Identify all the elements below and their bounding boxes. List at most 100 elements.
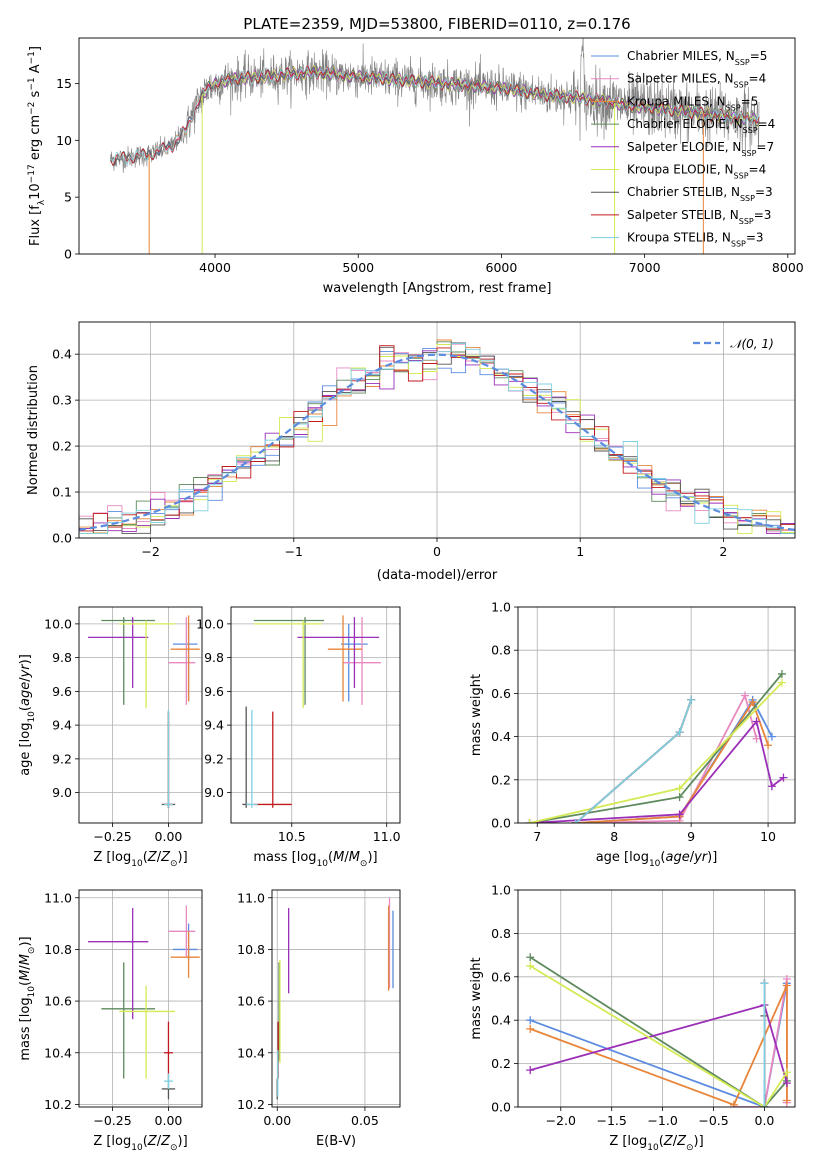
x-axis-label: Z [log10(Z/Z⊙)] bbox=[609, 1134, 703, 1153]
panel-age-weight: 7 8 9 10 0.0 0.2 0.4 0.6 0.8 1.0 age [log10(age/yr… bbox=[469, 600, 796, 869]
panel-z-mass: −0.25 0.00 10.2 10.4 10.6 10.8 11.0 Z [log10(Z/… bbox=[18, 889, 203, 1153]
x-tick-label: 4000 bbox=[199, 260, 231, 275]
weight-marker bbox=[571, 819, 580, 823]
weight-line bbox=[529, 985, 788, 1106]
axes-frame bbox=[78, 606, 203, 824]
y-tick-label: 10.2 bbox=[237, 1097, 265, 1112]
weight-marker bbox=[675, 784, 684, 793]
y-tick-label: 10.4 bbox=[237, 1045, 265, 1060]
model-spectrum bbox=[110, 65, 760, 166]
y-tick-label: 0.6 bbox=[491, 686, 511, 701]
panel-z-age: −0.25 0.00 9.0 9.2 9.4 9.6 9.8 10.0 Z [log10(Z/Z… bbox=[18, 606, 203, 869]
x-axis-label: age [log10(age/yr)] bbox=[596, 850, 718, 869]
y-tick-label: 9.2 bbox=[52, 751, 72, 766]
legend-label: Kroupa STELIB, NSSP=3 bbox=[627, 231, 764, 249]
panel-residuals: −2 −1 0 1 2 0.0 0.1 0.2 0.3 0.4 (data-model)/error… bbox=[26, 321, 796, 583]
x-tick-label: −2.0 bbox=[546, 1113, 576, 1128]
x-tick-label: 7 bbox=[533, 829, 541, 844]
x-tick-label: 8000 bbox=[772, 260, 804, 275]
weight-marker bbox=[782, 981, 791, 990]
weight-line bbox=[575, 693, 758, 823]
x-axis-label: wavelength [Angstrom, rest frame] bbox=[323, 281, 552, 296]
y-axis-label: Flux [fλ10−17 erg cm−2 s−1 A−1] bbox=[27, 46, 47, 246]
y-tick-label: 10.6 bbox=[44, 994, 72, 1009]
weight-marker bbox=[779, 773, 788, 782]
weight-marker bbox=[767, 732, 776, 741]
plot-area-spectrum bbox=[110, 38, 760, 254]
weight-marker bbox=[526, 1016, 535, 1025]
legend-label: Salpeter STELIB, NSSP=3 bbox=[627, 208, 771, 226]
y-tick-label: 9.8 bbox=[204, 650, 224, 665]
y-tick-label: 10.0 bbox=[196, 616, 224, 631]
x-tick-label: 0.0 bbox=[755, 1113, 775, 1128]
x-axis-label: Z [log10(Z/Z⊙)] bbox=[93, 850, 187, 869]
weight-marker bbox=[675, 810, 684, 819]
y-axis-label: Normed distribution bbox=[26, 365, 41, 495]
weight-marker bbox=[777, 669, 786, 678]
x-axis-label: E(B-V) bbox=[316, 1134, 356, 1149]
y-axis-label: age [log10(age/yr)] bbox=[18, 654, 37, 776]
panel-z-weight: −2.0 −1.5 −1.0 −0.5 0.0 0.0 0.2 0.4 0.6 0.8 1.0 Z [… bbox=[469, 883, 796, 1153]
y-tick-label: 9.4 bbox=[204, 718, 224, 733]
weight-marker bbox=[767, 782, 776, 791]
legend-label: 𝒩(0, 1) bbox=[730, 337, 774, 351]
model-spectrum bbox=[149, 65, 704, 161]
y-tick-label: 9.2 bbox=[204, 751, 224, 766]
panel-ebv-mass: 0.00 0.05 10.2 10.4 10.6 10.8 11.0 E(B-V) bbox=[237, 889, 401, 1149]
weight-marker bbox=[675, 728, 684, 737]
y-axis-label: mass weight bbox=[469, 957, 484, 1039]
y-tick-label: 0 bbox=[64, 247, 72, 262]
legend-label: Salpeter ELODIE, NSSP=7 bbox=[627, 140, 774, 158]
weight-marker bbox=[782, 1068, 791, 1077]
weight-marker bbox=[526, 961, 535, 970]
x-tick-label: 9 bbox=[687, 829, 695, 844]
model-spectrum bbox=[200, 64, 760, 127]
axes-frame bbox=[78, 321, 796, 539]
x-tick-label: 10.5 bbox=[278, 829, 306, 844]
axes-frame bbox=[78, 889, 203, 1108]
legend-label: Kroupa ELODIE, NSSP=4 bbox=[627, 163, 766, 181]
y-tick-label: 0.2 bbox=[491, 772, 511, 787]
weight-marker bbox=[525, 819, 534, 823]
weight-line bbox=[575, 699, 769, 823]
y-tick-label: 0.4 bbox=[52, 347, 72, 362]
y-tick-label: 10.8 bbox=[44, 942, 72, 957]
x-tick-label: 0.00 bbox=[155, 829, 183, 844]
y-tick-label: 0.2 bbox=[491, 1056, 511, 1071]
x-tick-label: 11.0 bbox=[373, 829, 401, 844]
axes-frame bbox=[230, 606, 401, 824]
x-tick-label: −2 bbox=[141, 544, 159, 559]
legend-label: Chabrier MILES, NSSP=5 bbox=[627, 49, 767, 67]
x-tick-label: 0 bbox=[433, 544, 441, 559]
x-tick-label: −0.25 bbox=[93, 829, 131, 844]
x-tick-label: 8 bbox=[610, 829, 618, 844]
x-tick-label: 0.05 bbox=[351, 1113, 379, 1128]
normal-curve bbox=[79, 353, 795, 531]
legend-label: Chabrier ELODIE, NSSP=4 bbox=[627, 117, 775, 135]
y-tick-label: 0.4 bbox=[491, 729, 511, 744]
y-tick-label: 9.6 bbox=[52, 684, 72, 699]
x-tick-label: 5000 bbox=[342, 260, 374, 275]
x-tick-label: −0.25 bbox=[93, 1113, 131, 1128]
y-tick-label: 9.8 bbox=[52, 650, 72, 665]
axes-frame bbox=[78, 37, 796, 255]
y-tick-label: 0.3 bbox=[52, 393, 72, 408]
weight-line bbox=[529, 956, 788, 1107]
weight-line bbox=[529, 983, 788, 1107]
x-tick-label: 6000 bbox=[486, 260, 518, 275]
weight-line bbox=[529, 965, 788, 1107]
y-tick-label: 0.0 bbox=[52, 531, 72, 546]
y-tick-label: 10.6 bbox=[237, 994, 265, 1009]
y-tick-label: 0.2 bbox=[52, 439, 72, 454]
x-tick-label: −1.5 bbox=[597, 1113, 627, 1128]
x-tick-label: 10 bbox=[760, 829, 776, 844]
legend-label: Chabrier STELIB, NSSP=3 bbox=[627, 185, 773, 203]
x-tick-label: 1 bbox=[576, 544, 584, 559]
weight-marker bbox=[740, 691, 749, 700]
y-tick-label: 0.8 bbox=[491, 643, 511, 658]
model-spectrum bbox=[110, 67, 760, 165]
y-tick-label: 9.6 bbox=[204, 684, 224, 699]
model-spectrum bbox=[110, 66, 760, 167]
plot-area-mass-age bbox=[242, 615, 382, 808]
